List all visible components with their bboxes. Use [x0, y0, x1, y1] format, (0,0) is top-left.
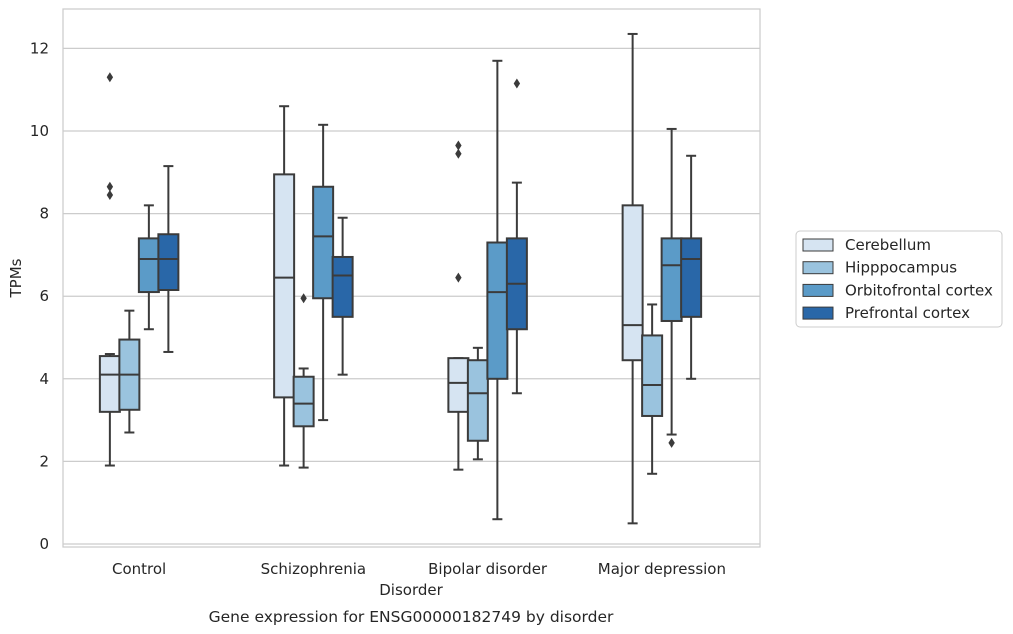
y-tick-label: 4 — [39, 370, 49, 388]
outlier-point — [106, 181, 114, 192]
outlier-point — [106, 190, 114, 201]
box-1-3 — [641, 303, 664, 475]
outlier-point — [455, 272, 462, 283]
box-body — [680, 237, 703, 318]
y-tick-label: 10 — [30, 122, 49, 140]
box-0-1 — [273, 105, 296, 467]
y-tick-label: 2 — [39, 452, 49, 470]
legend-label: Orbitofrontal cortex — [845, 281, 993, 299]
outlier-point — [455, 140, 462, 151]
legend-swatch — [802, 306, 834, 320]
box-body — [157, 233, 180, 292]
x-tick-label: Control — [112, 560, 166, 578]
legend-swatch — [802, 261, 834, 275]
box-body — [621, 204, 644, 362]
legend-swatch — [802, 283, 834, 297]
x-tick-label: Major depression — [598, 560, 726, 578]
x-tick-label: Schizophrenia — [261, 560, 366, 578]
box-0-2 — [447, 140, 470, 471]
box-body — [331, 255, 354, 318]
box-1-1 — [292, 293, 315, 469]
outlier-point — [455, 148, 462, 159]
box-body — [466, 359, 489, 442]
box-body — [660, 237, 683, 322]
box-0-3 — [621, 32, 644, 525]
legend-swatch — [802, 238, 834, 252]
legend-label: Hipppocampus — [845, 259, 957, 277]
box-body — [641, 334, 664, 417]
box-2-2 — [486, 59, 509, 521]
legend: Cerebellum Hipppocampus Orbitofrontal cort… — [795, 230, 1003, 328]
box-body — [447, 357, 470, 413]
y-tick-label: 8 — [39, 205, 49, 223]
x-axis-ticks: Control Schizophrenia Bipolar disorder Majo… — [112, 560, 726, 578]
y-tick-label: 0 — [39, 535, 49, 553]
legend-label: Cerebellum — [845, 236, 931, 254]
plot-frame — [62, 8, 761, 548]
box-2-1 — [312, 123, 335, 422]
box-1-0 — [118, 309, 141, 434]
y-tick-label: 12 — [30, 39, 49, 57]
box-2-3 — [660, 127, 683, 448]
box-3-0 — [157, 165, 180, 353]
boxes — [98, 32, 703, 525]
y-axis-ticks: 0 2 4 6 8 10 12 — [30, 39, 49, 553]
chart-caption: Gene expression for ENSG00000182749 by d… — [209, 608, 614, 626]
outlier-point — [106, 72, 114, 83]
outlier-point — [668, 437, 675, 448]
y-tick-label: 6 — [39, 287, 49, 305]
outlier-point — [513, 78, 521, 89]
gridlines — [63, 47, 760, 545]
box-3-1 — [331, 216, 354, 376]
y-axis-label: TPMs — [7, 258, 25, 298]
box-body — [273, 173, 296, 399]
x-axis-label: Disorder — [379, 581, 443, 599]
box-body — [292, 375, 315, 428]
box-body — [98, 355, 121, 413]
box-body — [312, 185, 335, 300]
x-tick-label: Bipolar disorder — [428, 560, 548, 578]
box-3-3 — [680, 154, 703, 380]
outlier-point — [300, 293, 307, 304]
legend-label: Prefrontal cortex — [845, 304, 970, 322]
box-body — [137, 237, 160, 294]
box-3-2 — [505, 78, 528, 395]
box-body — [486, 241, 509, 380]
legend-frame — [795, 230, 1003, 328]
box-1-2 — [466, 346, 489, 461]
